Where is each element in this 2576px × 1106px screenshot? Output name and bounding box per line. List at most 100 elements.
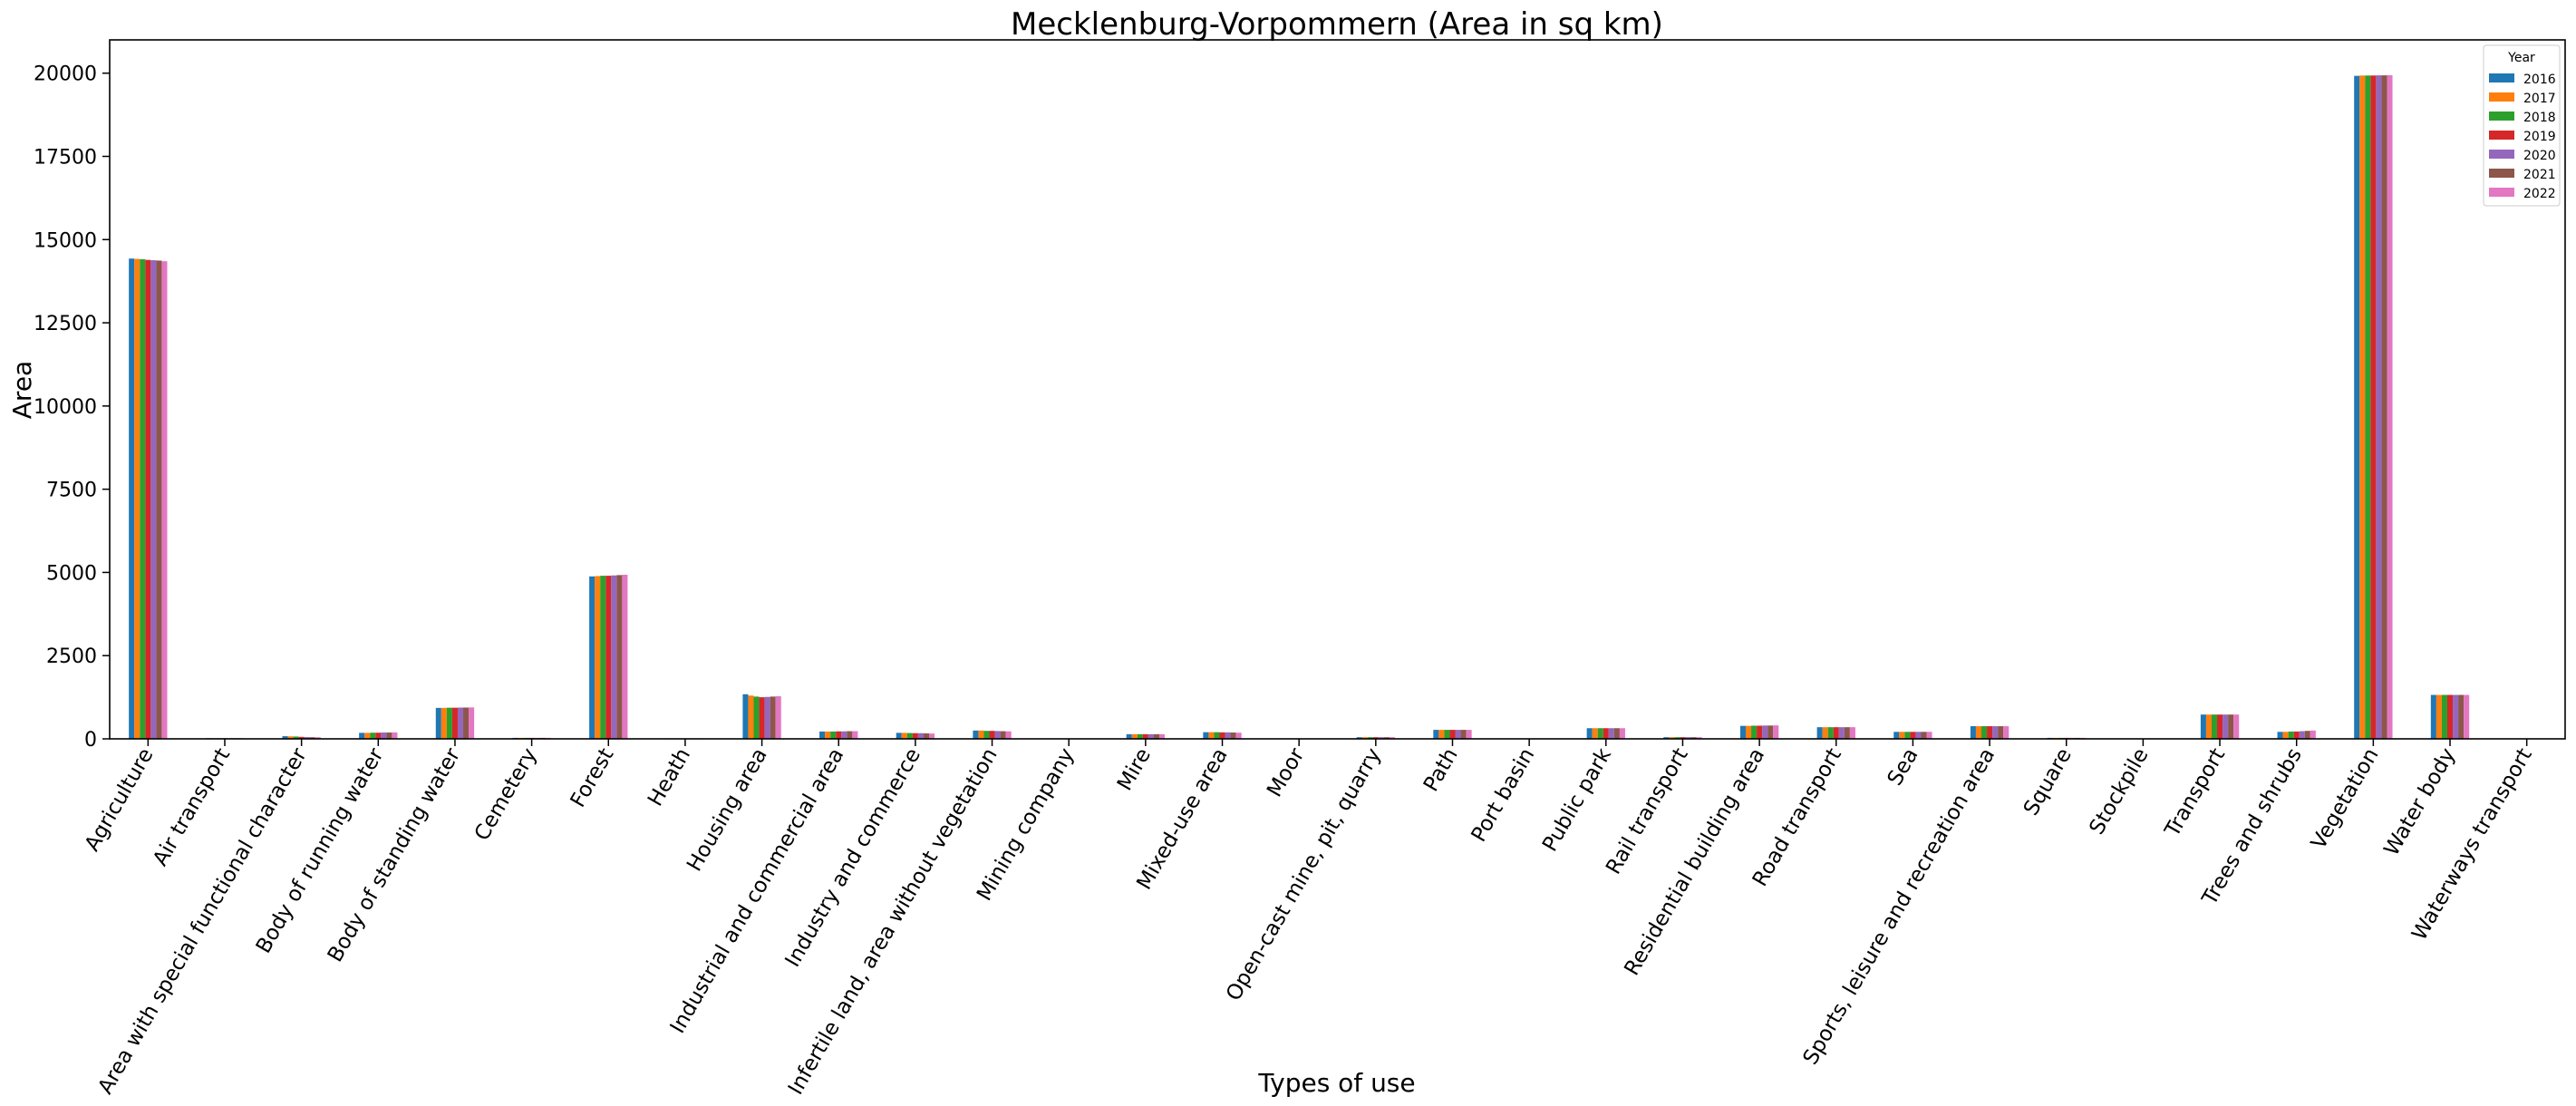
legend-swatch-2019 xyxy=(2489,131,2514,140)
bar-2017-17 xyxy=(1438,730,1445,739)
bar-2016-23 xyxy=(1893,732,1900,739)
bar-2020-10 xyxy=(917,732,924,739)
bar-2021-13 xyxy=(1153,733,1159,739)
bar-2022-0 xyxy=(161,261,168,739)
bar-2020-22 xyxy=(1838,727,1845,739)
bar-2019-14 xyxy=(1219,732,1225,739)
bar-2019-11 xyxy=(989,731,995,739)
bar-2017-9 xyxy=(825,731,831,739)
bar-2016-8 xyxy=(742,694,749,739)
bars-group xyxy=(129,74,2546,740)
bar-2019-16 xyxy=(1372,737,1379,739)
bar-2018-22 xyxy=(1827,727,1834,739)
bar-2017-23 xyxy=(1899,732,1905,739)
bar-2020-24 xyxy=(1992,726,1999,739)
bar-2019-19 xyxy=(1603,728,1609,739)
bar-2020-3 xyxy=(381,732,387,739)
bar-2017-6 xyxy=(595,576,601,739)
bar-2019-24 xyxy=(1987,726,1993,739)
bar-2022-24 xyxy=(2003,726,2009,739)
bar-2019-4 xyxy=(451,707,458,739)
plot-frame xyxy=(109,39,2566,740)
bar-2022-29 xyxy=(2387,74,2393,740)
bar-2019-27 xyxy=(2217,714,2223,739)
bar-2020-0 xyxy=(150,260,157,739)
bar-2022-27 xyxy=(2233,714,2240,739)
bar-2021-24 xyxy=(1998,726,2004,739)
bar-2016-29 xyxy=(2354,75,2360,739)
bar-2021-17 xyxy=(1460,730,1467,739)
bar-2018-20 xyxy=(1674,737,1680,739)
bar-2016-14 xyxy=(1203,732,1209,739)
bar-2018-2 xyxy=(293,736,299,739)
bar-2022-13 xyxy=(1158,733,1166,739)
x-tick-label: Public park xyxy=(1538,743,1616,855)
bar-2019-8 xyxy=(759,697,765,739)
x-tick-label: Vegetation xyxy=(2307,744,2384,853)
bar-2020-27 xyxy=(2223,714,2229,739)
bar-2022-11 xyxy=(1005,731,1012,739)
bar-2018-16 xyxy=(1367,737,1373,739)
bar-2021-23 xyxy=(1921,732,1927,739)
bar-2022-4 xyxy=(469,707,475,739)
bar-2019-3 xyxy=(375,732,382,739)
bar-2016-24 xyxy=(1970,726,1976,739)
bar-2017-11 xyxy=(978,730,984,739)
bar-2022-23 xyxy=(1926,732,1932,739)
bar-2020-19 xyxy=(1608,728,1614,739)
legend-label: 2016 xyxy=(2523,73,2556,87)
bar-2019-2 xyxy=(298,736,305,739)
x-tick-label: Industry and commerce xyxy=(781,744,925,971)
bar-2017-24 xyxy=(1975,726,1982,739)
bar-2016-9 xyxy=(819,731,826,739)
bar-2018-19 xyxy=(1597,728,1603,739)
y-tick-label: 2500 xyxy=(46,645,97,668)
bar-2021-0 xyxy=(156,260,162,739)
bar-2019-10 xyxy=(912,732,918,739)
bar-2018-8 xyxy=(753,696,760,739)
bar-2021-14 xyxy=(1230,732,1236,739)
bar-2019-28 xyxy=(2293,731,2300,739)
bar-2022-14 xyxy=(1235,732,1242,739)
bar-2018-17 xyxy=(1444,730,1450,739)
legend-title: Year xyxy=(2507,51,2535,65)
legend-box xyxy=(2483,44,2561,207)
bar-2018-13 xyxy=(1137,733,1143,739)
bar-2016-21 xyxy=(1739,725,1746,739)
bar-2021-2 xyxy=(309,737,315,739)
bar-2020-14 xyxy=(1225,732,1231,739)
bar-2017-22 xyxy=(1822,727,1828,739)
bar-2017-30 xyxy=(2436,694,2442,739)
bar-2020-17 xyxy=(1455,730,1461,739)
y-tick-label: 7500 xyxy=(46,480,97,502)
bar-2018-14 xyxy=(1214,732,1220,739)
bar-2020-6 xyxy=(611,575,617,739)
bar-2017-21 xyxy=(1745,725,1752,739)
bar-2016-6 xyxy=(589,576,596,739)
bar-2021-6 xyxy=(616,575,623,739)
bar-2018-27 xyxy=(2211,714,2218,739)
bar-2020-29 xyxy=(2376,75,2382,740)
bar-2022-17 xyxy=(1466,730,1472,739)
y-tick-label: 12500 xyxy=(34,313,97,335)
legend-label: 2021 xyxy=(2523,168,2556,182)
bar-2016-11 xyxy=(973,730,979,739)
bar-2016-13 xyxy=(1126,733,1132,739)
bar-2019-0 xyxy=(145,259,151,740)
bar-2022-16 xyxy=(1389,737,1395,739)
legend-swatch-2018 xyxy=(2489,112,2514,121)
bar-2018-28 xyxy=(2288,731,2294,739)
bar-2018-4 xyxy=(446,707,452,739)
bar-2022-8 xyxy=(775,696,781,739)
x-tick-label: Air transport xyxy=(149,744,235,870)
y-tick-label: 20000 xyxy=(34,63,97,86)
bar-2020-9 xyxy=(841,731,847,739)
bar-2021-3 xyxy=(386,732,392,739)
bar-2022-19 xyxy=(1619,728,1625,739)
bar-2020-20 xyxy=(1685,737,1691,739)
bar-2021-19 xyxy=(1613,728,1620,739)
legend-label: 2018 xyxy=(2523,111,2556,125)
legend: Year 2016 2017 2018 2019 2020 2021 2022 xyxy=(2483,44,2561,207)
bar-2017-3 xyxy=(364,732,371,739)
